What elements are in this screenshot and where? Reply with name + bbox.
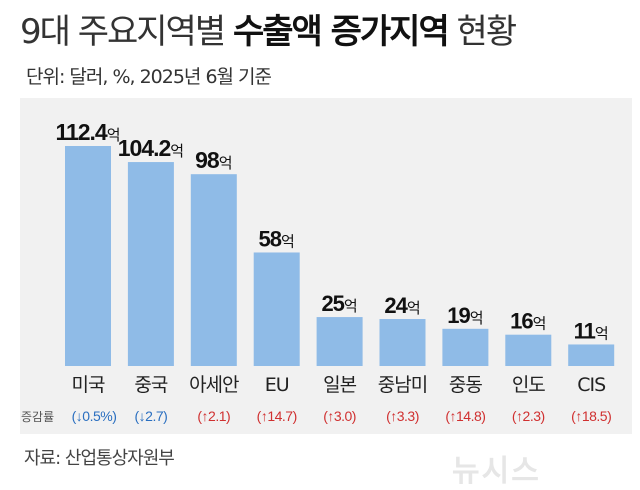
category-label-9: CIS	[577, 374, 605, 396]
value-label-2: 104.2억	[118, 135, 184, 161]
value-label-3: 98억	[195, 147, 232, 173]
bar-8	[505, 334, 552, 366]
category-label-7: 중동	[449, 374, 482, 396]
category-label-4: EU	[265, 374, 289, 396]
category-label-5: 일본	[323, 374, 356, 396]
change-label-2: (↓2.7)	[135, 408, 168, 424]
category-label-1: 미국	[72, 374, 105, 396]
value-label-4: 58억	[259, 226, 295, 251]
change-label-5: (↑3.0)	[323, 408, 356, 424]
bar-2	[127, 162, 174, 366]
source-note: 자료: 산업통상자원부	[24, 448, 175, 469]
change-label-6: (↑3.3)	[386, 408, 419, 424]
bar-1	[65, 146, 111, 366]
chart-title: 9대 주요지역별 수출액 증가지역 현황	[20, 4, 518, 53]
title-prefix: 9대 주요지역별	[20, 12, 226, 52]
change-label-7: (↑14.8)	[445, 408, 485, 424]
change-label-4: (↑14.7)	[257, 408, 297, 424]
value-label-8: 16억	[510, 309, 546, 334]
bar-4	[253, 252, 300, 366]
category-label-2: 중국	[134, 374, 167, 396]
value-label-5: 25억	[321, 291, 357, 316]
title-suffix: 현황	[456, 12, 518, 52]
value-label-1: 112.4억	[55, 119, 120, 145]
category-label-8: 인도	[512, 374, 545, 396]
value-label-7: 19억	[447, 303, 483, 328]
change-label-8: (↑2.3)	[512, 408, 545, 424]
category-label-6: 중남미	[378, 374, 427, 396]
value-label-6: 24억	[384, 293, 420, 318]
change-label-3: (↑2.1)	[197, 408, 230, 424]
category-label-3: 아세안	[189, 374, 239, 396]
change-label-9: (↑18.5)	[571, 408, 611, 424]
bar-7	[442, 328, 489, 366]
change-label-1: (↓0.5%)	[72, 408, 117, 424]
bar-6	[379, 319, 426, 366]
bar-9	[568, 344, 615, 366]
bar-3	[190, 174, 237, 366]
title-emphasis: 수출액 증가지역	[232, 12, 450, 52]
bar-5	[316, 317, 363, 366]
change-rate-label: 증감률	[21, 410, 54, 424]
watermark: 뉴시스	[452, 455, 541, 488]
value-label-9: 11억	[574, 318, 609, 343]
unit-note: 단위: 달러, %, 2025년 6월 기준	[26, 66, 272, 88]
